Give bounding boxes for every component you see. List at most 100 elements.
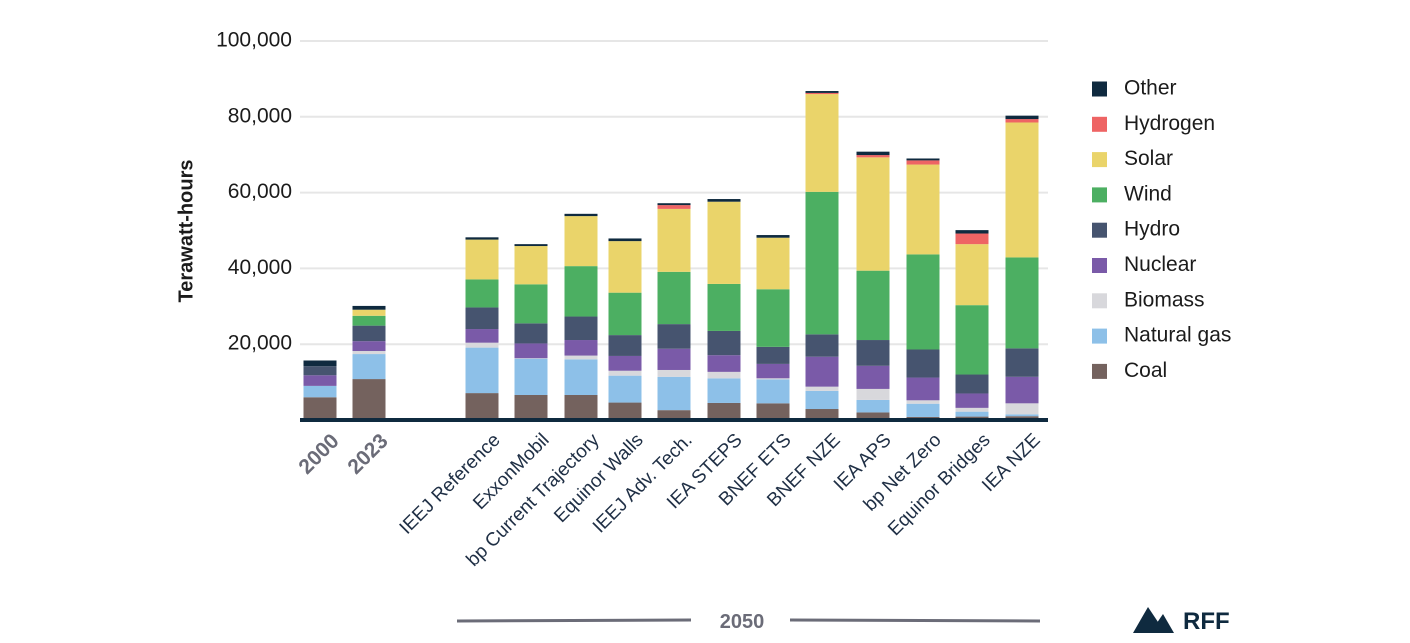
bar-segment-coal [352, 379, 386, 420]
legend-label: Wind [1124, 182, 1172, 205]
bar-stack [856, 151, 890, 420]
bar-stack [465, 237, 499, 420]
bar-stack [608, 238, 642, 420]
bar-segment-wind [514, 284, 548, 324]
x-tick-label: 2023 [343, 429, 392, 478]
bar-segment-other [303, 360, 337, 367]
y-tick-label: 20,000 [228, 332, 292, 355]
bar-segment-hydrogen [657, 205, 691, 209]
bar-segment-hydro [707, 330, 741, 356]
legend-item: Biomass [1092, 288, 1205, 311]
legend-swatch [1092, 116, 1107, 132]
bar-segment-coal [707, 402, 741, 420]
legend-swatch [1092, 258, 1107, 273]
bar-segment-solar [707, 201, 741, 284]
bar-segment-natural-gas [955, 411, 989, 417]
legend-swatch [1092, 293, 1107, 309]
group-rule-right [789, 618, 1041, 623]
bar-segment-nuclear [657, 348, 691, 370]
group-label: 2050 [720, 611, 765, 633]
bar-stack [906, 158, 940, 420]
bar-segment-nuclear [707, 355, 741, 372]
legend-label: Nuclear [1124, 253, 1196, 276]
bar-segment-natural-gas [465, 347, 499, 394]
legend-item: Wind [1092, 182, 1172, 205]
legend-swatch [1092, 152, 1107, 168]
bar-segment-biomass [608, 370, 642, 376]
bar-segment-solar [564, 216, 598, 267]
bar-segment-nuclear [465, 329, 499, 343]
bar-segment-coal [564, 394, 598, 420]
legend-item: Natural gas [1092, 324, 1231, 347]
legend-item: Nuclear [1092, 253, 1196, 276]
bar-segment-coal [608, 402, 642, 420]
legend-item: Coal [1092, 359, 1167, 382]
bar-segment-other [657, 203, 691, 206]
bar-segment-hydro [657, 324, 691, 349]
bar-segment-solar [465, 239, 499, 280]
bar-stack [756, 235, 790, 420]
bar-segment-nuclear [906, 377, 940, 401]
bar-segment-coal [303, 397, 337, 420]
bar-segment-natural-gas [564, 359, 598, 395]
bar-segment-hydrogen [1005, 119, 1039, 123]
bar-segment-coal [805, 409, 839, 420]
legend-swatch [1092, 328, 1107, 344]
bar-segment-natural-gas [805, 390, 839, 410]
bar-segment-hydro [906, 349, 940, 378]
bar-segment-hydro [955, 374, 989, 394]
bar-segment-hydrogen [856, 155, 890, 158]
bar-segment-solar [955, 244, 989, 306]
bar-segment-other [352, 305, 386, 310]
bar-segment-solar [657, 208, 691, 272]
bar-segment-wind [352, 315, 386, 326]
bar-segment-natural-gas [303, 385, 337, 398]
bar-segment-hydrogen [955, 233, 989, 245]
bar-segment-hydro [756, 346, 790, 364]
bar-segment-hydro [352, 325, 386, 342]
bar-segment-natural-gas [1005, 414, 1039, 417]
legend-swatch [1092, 222, 1107, 238]
bar-segment-natural-gas [707, 378, 741, 403]
y-tick-label: 80,000 [228, 104, 292, 127]
bar-segment-biomass [805, 386, 839, 391]
group-2050: 2050 [456, 611, 1041, 633]
y-tick-label: 40,000 [228, 256, 292, 279]
legend-item: Hydro [1092, 218, 1180, 241]
bar-segment-biomass [906, 400, 940, 404]
bar-segment-other [805, 91, 839, 93]
bar-segment-hydro [564, 316, 598, 341]
legend-item: Solar [1092, 147, 1173, 170]
bar-segment-wind [465, 279, 499, 308]
bar-segment-nuclear [955, 393, 989, 408]
legend: Other Hydrogen Solar Wind Hydro Nuclear Biomas… [1092, 77, 1231, 382]
bar-segment-coal [856, 412, 890, 420]
bar-segment-coal [756, 403, 790, 420]
mountain-icon [1133, 607, 1174, 633]
bar-segment-wind [1005, 257, 1039, 349]
bar-segment-coal [657, 410, 691, 420]
bar-segment-wind [564, 266, 598, 317]
legend-swatch [1092, 187, 1107, 203]
bar-segment-biomass [352, 351, 386, 355]
bar-segment-coal [514, 394, 548, 420]
bar-segment-other [564, 213, 598, 217]
bar-segment-wind [805, 191, 839, 335]
bar-segment-solar [906, 164, 940, 255]
bar-segment-hydro [514, 323, 548, 344]
bar-stack [564, 213, 598, 420]
bar-segment-hydro [1005, 348, 1039, 377]
bar-segment-solar [352, 309, 386, 316]
bar-segment-solar [514, 246, 548, 285]
y-axis-ticks: 20,000 40,000 60,000 80,000 100,000 [216, 29, 292, 355]
bar-segment-biomass [564, 355, 598, 360]
x-tick-label: 2000 [294, 429, 343, 478]
bar-segment-hydro [856, 340, 890, 366]
legend-swatch [1092, 81, 1107, 97]
bar-segment-natural-gas [352, 354, 386, 380]
legend-label: Hydro [1124, 218, 1180, 241]
bar-segment-hydro [303, 366, 337, 376]
bar-segment-natural-gas [856, 399, 890, 413]
bar-segment-nuclear [514, 343, 548, 359]
